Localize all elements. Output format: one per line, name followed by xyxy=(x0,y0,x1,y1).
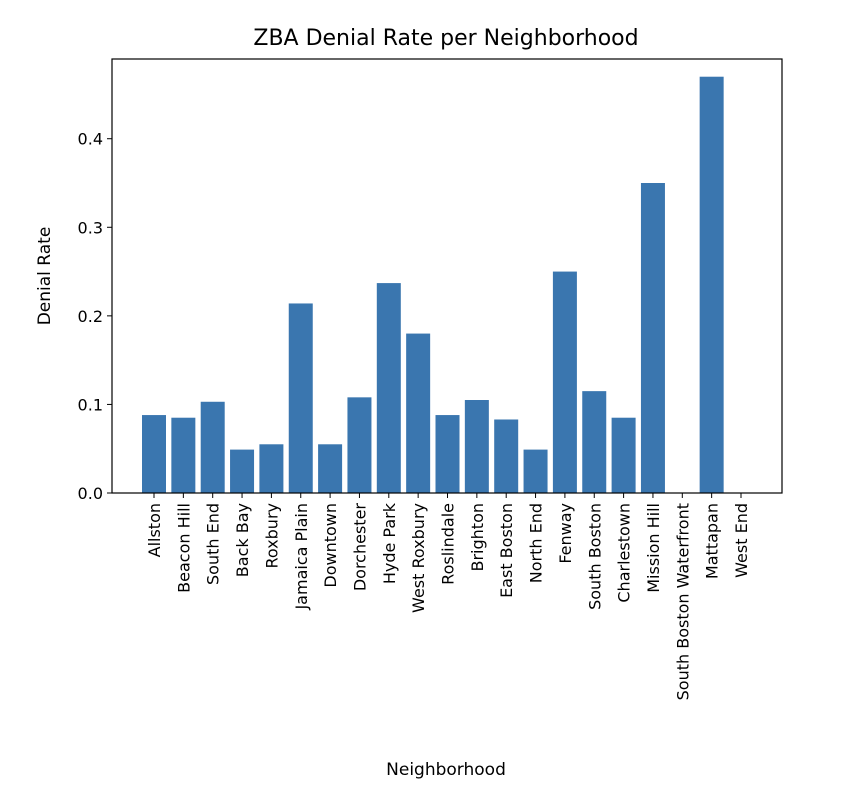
y-tick-label: 0.3 xyxy=(78,218,103,237)
plot-area-frame xyxy=(111,58,783,494)
bar-south-boston xyxy=(582,391,607,493)
bar-charlestown xyxy=(611,417,636,493)
bar-south-end xyxy=(200,401,225,493)
x-tick-label: Roxbury xyxy=(262,503,281,569)
y-tick-label: 0.2 xyxy=(78,307,103,326)
x-axis-ticks: Allston Beacon Hill South End Back Bay Roxbu… xyxy=(145,493,751,700)
bar-back-bay xyxy=(230,449,255,493)
x-tick-label: East Boston xyxy=(497,503,516,598)
bar-north-end xyxy=(523,449,548,493)
bar-allston xyxy=(142,415,166,493)
x-tick-label: South Boston Waterfront xyxy=(673,503,692,700)
bar-dorchester xyxy=(347,397,372,493)
x-tick-label: Hyde Park xyxy=(380,502,399,584)
x-tick-label: North End xyxy=(527,503,546,583)
x-tick-label: Mattapan xyxy=(703,503,722,579)
bar-brighton xyxy=(464,400,489,493)
x-tick-label: West Roxbury xyxy=(409,503,428,613)
x-tick-label: Jamaica Plain xyxy=(292,503,311,611)
x-tick-label: Downtown xyxy=(321,503,340,588)
x-tick-label: Brighton xyxy=(468,503,487,572)
x-tick-label: Mission Hill xyxy=(644,503,663,593)
y-tick-label: 0.1 xyxy=(78,395,103,414)
x-tick-label: West End xyxy=(732,503,751,578)
bar-east-boston xyxy=(494,419,519,493)
y-axis-ticks: 0.0 0.1 0.2 0.3 0.4 xyxy=(78,130,112,503)
x-tick-label: Charlestown xyxy=(615,503,634,603)
y-tick-label: 0.0 xyxy=(78,484,103,503)
x-tick-label: South Boston xyxy=(585,503,604,610)
bar-beacon-hill xyxy=(171,417,196,493)
x-tick-label: South End xyxy=(204,503,223,585)
bar-mattapan xyxy=(699,76,724,494)
bar-roslindale xyxy=(435,415,460,493)
x-tick-label: Beacon Hill xyxy=(174,503,193,593)
bars-group xyxy=(142,76,724,494)
bar-west-roxbury xyxy=(406,333,431,493)
bar-hyde-park xyxy=(376,283,401,493)
x-tick-label: Back Bay xyxy=(233,503,252,577)
y-tick-label: 0.4 xyxy=(78,130,103,149)
x-tick-label: Roslindale xyxy=(439,503,458,585)
bar-roxbury xyxy=(259,444,284,493)
bar-downtown xyxy=(318,444,343,493)
chart-title: ZBA Denial Rate per Neighborhood xyxy=(253,26,638,51)
x-tick-label: Fenway xyxy=(556,503,575,564)
x-tick-label: Allston xyxy=(145,503,164,557)
x-axis-label: Neighborhood xyxy=(386,760,506,780)
bar-fenway xyxy=(552,271,577,493)
y-axis-label: Denial Rate xyxy=(35,227,55,326)
x-tick-label: Dorchester xyxy=(350,503,369,592)
bar-jamaica-plain xyxy=(288,303,313,493)
bar-mission-hill xyxy=(640,183,665,493)
